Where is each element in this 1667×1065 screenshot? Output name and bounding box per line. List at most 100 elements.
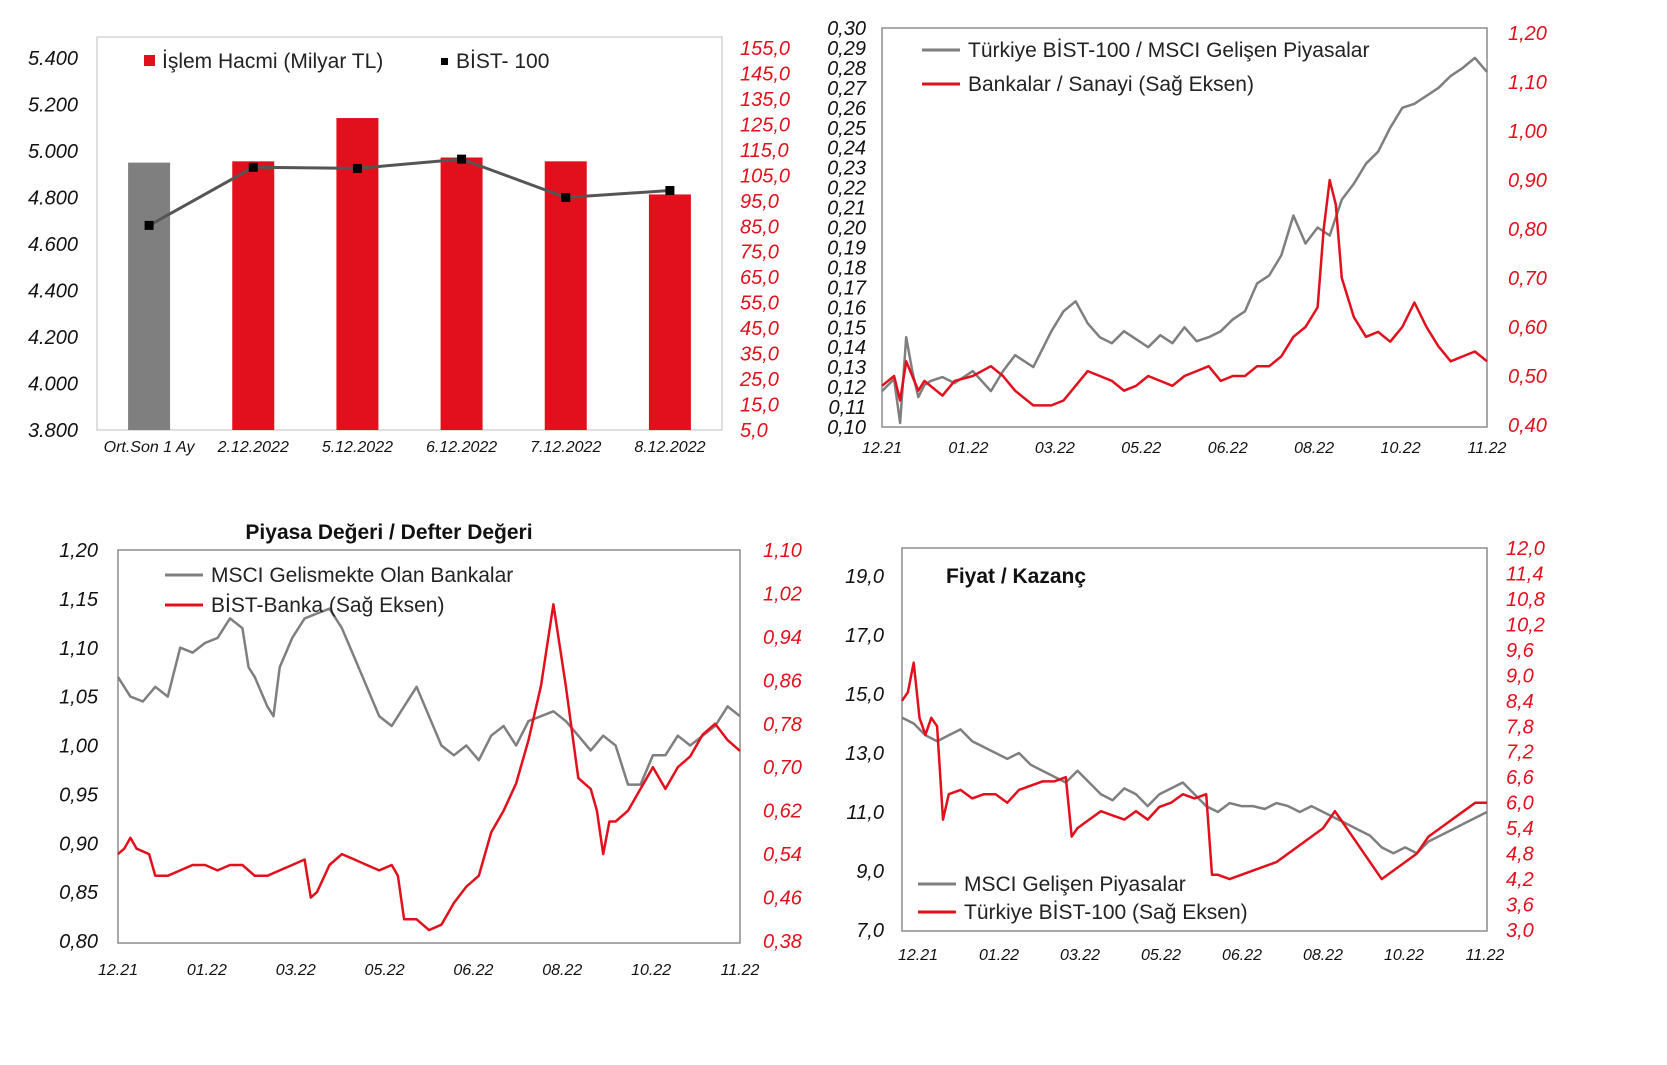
x-tick-label: 08.22 [1303, 947, 1343, 964]
x-tick-label: 06.22 [453, 962, 493, 979]
x-tick-label: 11.22 [1466, 947, 1505, 964]
series-msci-banks-line [116, 607, 741, 786]
category-label: 7.12.2022 [530, 439, 601, 456]
bist100-marker [248, 162, 258, 172]
left-axis-tick: 0,20 [827, 218, 866, 240]
left-axis-tick: 3.800 [28, 420, 78, 442]
x-tick-label: 03.22 [1060, 947, 1100, 964]
plot-area [881, 27, 1488, 428]
right-axis-tick: 155,0 [740, 38, 790, 60]
left-axis-tick: 1,15 [59, 589, 99, 611]
left-axis-tick: 0,28 [827, 58, 866, 80]
plot-area [117, 549, 741, 944]
legend-msci-banks: MSCI Gelismekte Olan Bankalar [211, 564, 513, 587]
bar-volume [544, 161, 587, 430]
x-tick-label: 01.22 [187, 962, 227, 979]
x-tick-label: 12.21 [862, 440, 902, 457]
left-axis-tick: 0,17 [827, 277, 867, 299]
x-tick-label: 05.22 [1121, 440, 1161, 457]
left-axis-tick: 0,29 [827, 38, 866, 60]
x-tick-label: 01.22 [948, 440, 988, 457]
left-axis-tick: 0,18 [827, 257, 866, 279]
x-tick-label: 06.22 [1222, 947, 1262, 964]
legend-volume: İşlem Hacmi (Milyar TL) [162, 50, 383, 73]
right-axis-tick: 95,0 [740, 191, 779, 213]
left-axis-tick: 13,0 [845, 743, 884, 765]
right-axis-tick: 3,6 [1506, 895, 1535, 917]
x-tick-label: 03.22 [1035, 440, 1075, 457]
left-axis-tick: 5.000 [28, 141, 78, 163]
chart-price-to-book: Piyasa Değeri / Defter Değeri 1,20 1,15 1,1… [59, 521, 803, 979]
category-label: 6.12.2022 [426, 439, 497, 456]
right-axis-tick: 0,90 [1508, 170, 1547, 192]
bar-volume [648, 194, 691, 430]
x-tick-label: 05.22 [365, 962, 405, 979]
right-axis-tick: 65,0 [740, 267, 779, 289]
right-axis-tick: 7,2 [1506, 742, 1534, 764]
x-tick-label: 10.22 [631, 962, 671, 979]
bar-average-month [128, 162, 171, 430]
left-axis-tick: 0,12 [827, 377, 866, 399]
legend-bist100: Türkiye BİST-100 (Sağ Eksen) [964, 901, 1248, 924]
right-axis-tick: 0,70 [1508, 268, 1547, 290]
left-axis-tick: 0,21 [827, 198, 866, 220]
left-axis-tick: 9,0 [856, 861, 884, 883]
left-axis-tick: 4.200 [28, 327, 78, 349]
right-axis-tick: 5,0 [740, 420, 768, 442]
right-axis-tick: 0,54 [763, 844, 802, 866]
left-axis-tick: 1,05 [59, 687, 99, 709]
left-axis-tick: 4.000 [28, 374, 78, 396]
right-axis-tick: 55,0 [740, 293, 779, 315]
right-axis-tick: 35,0 [740, 344, 779, 366]
legend-bist100-swatch [441, 58, 448, 65]
chart-trading-volume-bist100: 5.400 5.200 5.000 4.800 4.600 4.400 4.200 4.000… [28, 36, 790, 456]
right-axis-tick: 15,0 [740, 395, 779, 417]
legend-msci-em: MSCI Gelişen Piyasalar [964, 873, 1186, 896]
x-tick-label: 01.22 [979, 947, 1019, 964]
bist100-marker [144, 220, 154, 230]
bar-volume [232, 161, 275, 430]
left-axis-tick: 0,19 [827, 237, 866, 259]
left-axis-tick: 5.400 [28, 48, 78, 70]
right-axis-tick: 1,10 [763, 540, 802, 562]
right-axis-tick: 0,80 [1508, 219, 1547, 241]
bar-volume [440, 157, 483, 431]
left-axis-tick: 15,0 [845, 684, 884, 706]
right-axis-tick: 85,0 [740, 216, 779, 238]
right-axis-tick: 6,0 [1506, 793, 1534, 815]
x-tick-label: 05.22 [1141, 947, 1181, 964]
legend-bist-msci: Türkiye BİST-100 / MSCI Gelişen Piyasala… [968, 39, 1369, 62]
right-axis-tick: 0,86 [763, 670, 803, 692]
chart-price-to-earnings: Fiyat / Kazanç 19,0 17,0 15,0 13,0 11,0 9,0 7,0… [845, 538, 1545, 964]
left-axis-tick: 0,80 [59, 931, 98, 953]
chart-title: Piyasa Değeri / Defter Değeri [245, 521, 532, 544]
chart-title: Fiyat / Kazanç [946, 565, 1086, 588]
right-axis-tick: 1,02 [763, 583, 802, 605]
left-axis-tick: 0,13 [827, 357, 866, 379]
bist100-marker [457, 154, 467, 164]
right-axis-tick: 10,8 [1506, 589, 1545, 611]
right-axis-tick: 10,2 [1506, 614, 1545, 636]
x-tick-label: 12.21 [898, 947, 938, 964]
category-label: Ort.Son 1 Ay [104, 439, 196, 456]
right-axis-tick: 5,4 [1506, 818, 1534, 840]
right-axis-tick: 105,0 [740, 165, 790, 187]
left-axis-tick: 0,90 [59, 833, 98, 855]
x-tick-label: 08.22 [1294, 440, 1334, 457]
left-axis-tick: 0,15 [827, 317, 867, 339]
legend-banks-industry: Bankalar / Sanayi (Sağ Eksen) [968, 73, 1254, 96]
x-tick-label: 06.22 [1208, 440, 1248, 457]
x-tick-label: 10.22 [1384, 947, 1424, 964]
series-msci-em-line [901, 716, 1488, 855]
left-axis-tick: 5.200 [28, 95, 78, 117]
left-axis-tick: 0,85 [59, 882, 99, 904]
bist100-marker [665, 186, 675, 196]
right-axis-tick: 0,78 [763, 714, 802, 736]
left-axis-tick: 0,23 [827, 158, 866, 180]
right-axis-tick: 0,94 [763, 627, 802, 649]
left-axis-tick: 0,25 [827, 118, 867, 140]
left-axis-tick: 0,14 [827, 337, 866, 359]
left-axis-tick: 19,0 [845, 566, 884, 588]
right-axis-tick: 25,0 [739, 369, 779, 391]
